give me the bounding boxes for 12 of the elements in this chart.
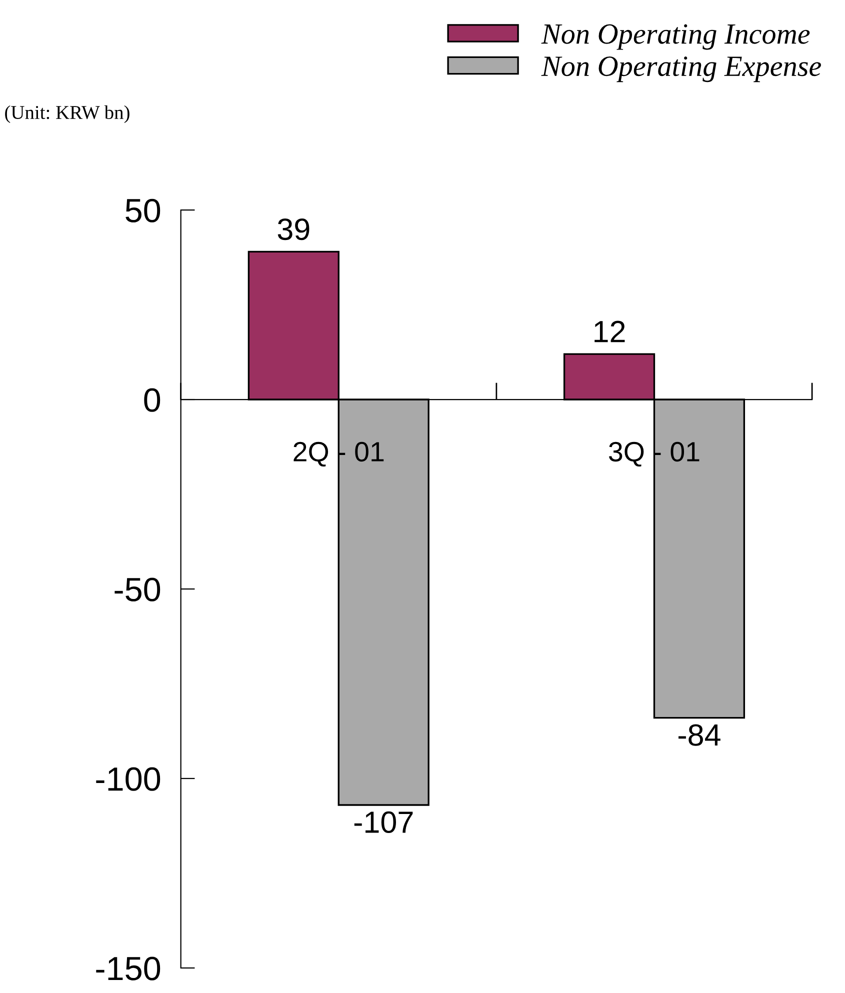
y-tick-label: 50 xyxy=(126,198,160,222)
data-label: -107 xyxy=(354,811,413,834)
data-label: 39 xyxy=(278,218,310,240)
data-label: 12 xyxy=(594,320,625,342)
y-tick-label: -50 xyxy=(114,578,160,602)
data-label: -84 xyxy=(678,724,720,746)
y-tick-label: 0 xyxy=(144,388,160,412)
y-tick-label: -150 xyxy=(96,956,160,980)
legend-label: Non Operating Income xyxy=(541,24,810,50)
legend-label: Non Operating Expense xyxy=(541,56,822,82)
text: (Unit: KRW bn) xyxy=(5,105,130,124)
y-tick-label: -100 xyxy=(96,767,160,791)
